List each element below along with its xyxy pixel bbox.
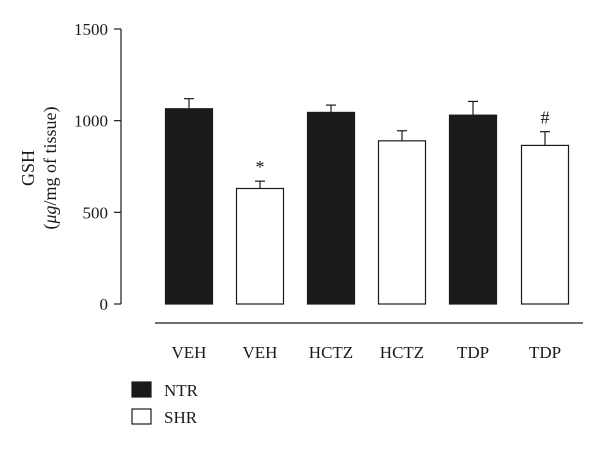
x-tick-label: TDP <box>457 343 489 362</box>
legend-swatch-ntr <box>131 381 152 398</box>
x-tick-label: HCTZ <box>380 343 424 362</box>
y-axis-label-unit: μg <box>40 205 60 224</box>
y-tick-label: 0 <box>100 295 109 314</box>
legend-label-ntr: NTR <box>164 381 199 400</box>
x-tick-label: VEH <box>243 343 278 362</box>
bar-ntr <box>306 111 356 305</box>
y-tick-label: 1500 <box>74 20 108 39</box>
legend: NTR SHR <box>131 381 199 427</box>
bars <box>164 108 570 305</box>
x-tick-label: VEH <box>172 343 207 362</box>
bar-shr <box>235 187 285 305</box>
significance-mark: * <box>256 157 265 177</box>
bar-shr <box>377 140 427 305</box>
significance-annotations: *# <box>256 108 550 178</box>
x-tick-label: TDP <box>529 343 561 362</box>
significance-mark: # <box>541 108 550 128</box>
y-axis-label-line1: GSH <box>18 150 38 186</box>
y-axis-label-open: ( <box>40 224 61 230</box>
bar-ntr <box>448 114 498 305</box>
bar-shr <box>520 144 570 305</box>
x-tick-label: HCTZ <box>309 343 353 362</box>
y-axis-label-line2: (μg/mg of tissue) <box>40 106 61 229</box>
x-tick-labels: VEH VEH HCTZ HCTZ TDP TDP <box>172 343 562 362</box>
y-tick-label: 1000 <box>74 112 108 131</box>
legend-label-shr: SHR <box>164 408 198 427</box>
legend-swatch-shr <box>131 408 152 425</box>
bar-ntr <box>164 108 214 305</box>
y-tick-label: 500 <box>83 203 109 222</box>
y-axis: 0 500 1000 1500 <box>74 20 122 314</box>
error-bars <box>184 98 550 189</box>
y-axis-label-rest: /mg of tissue) <box>40 106 61 205</box>
